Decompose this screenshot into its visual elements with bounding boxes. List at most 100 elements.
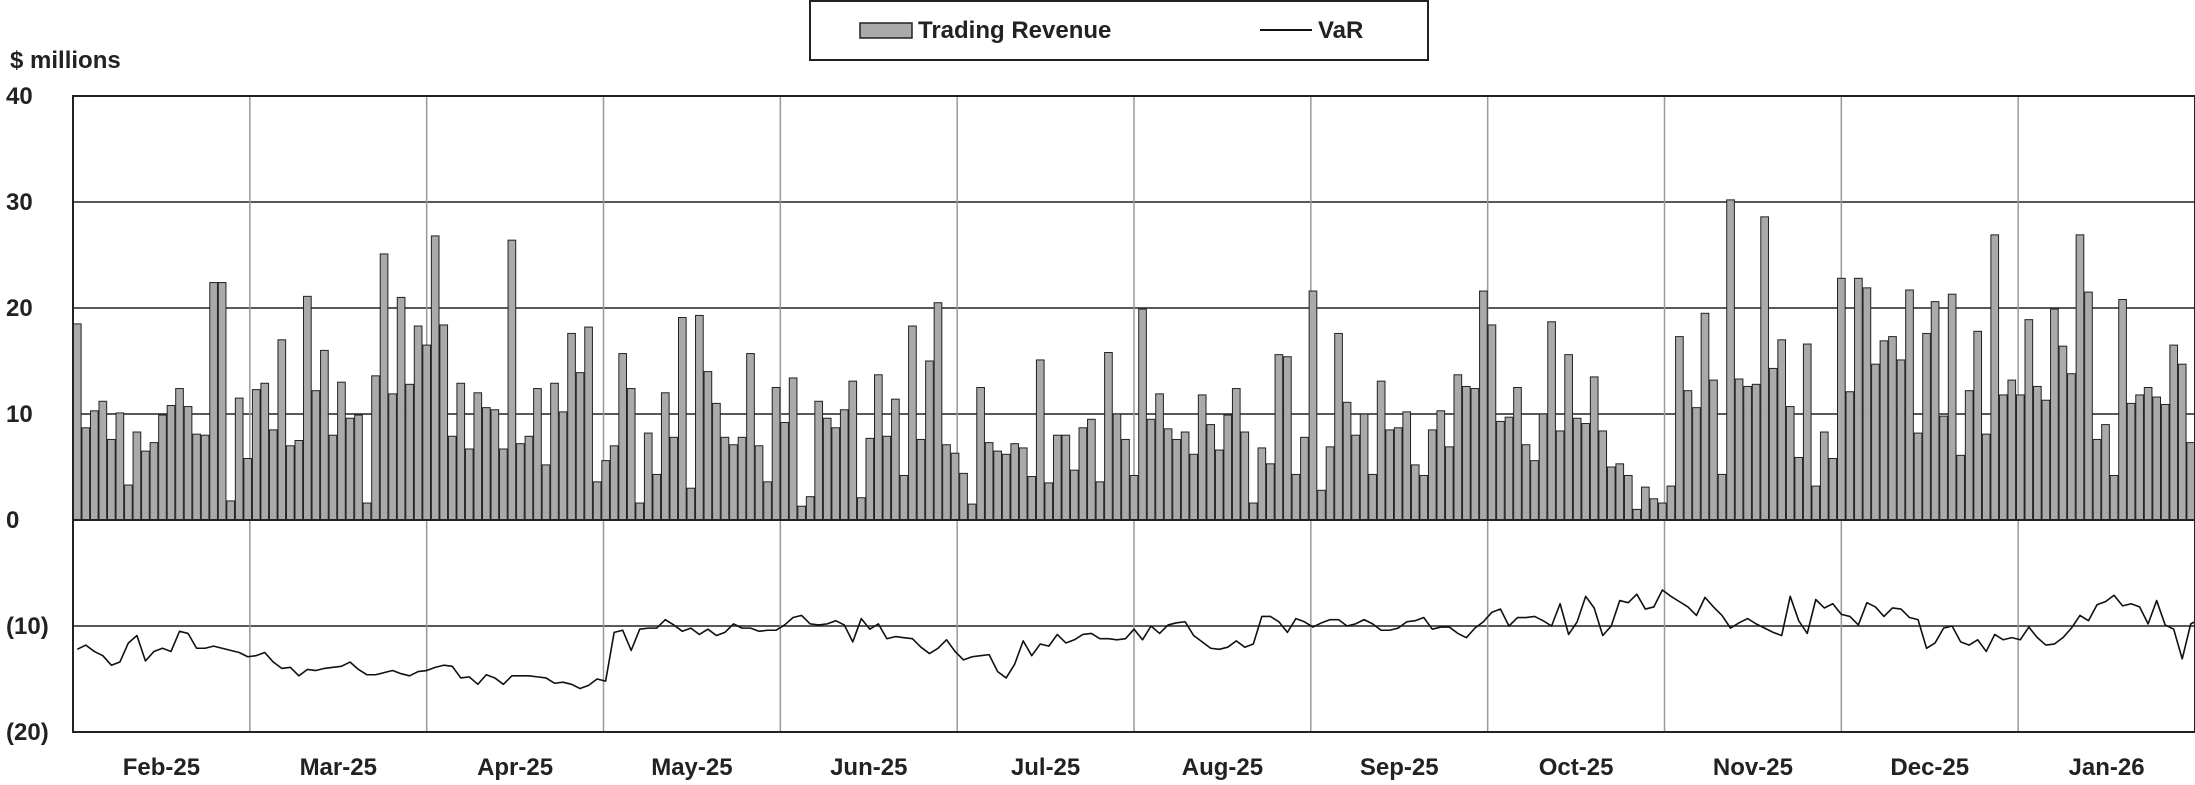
revenue-bar: [1828, 458, 1838, 521]
revenue-bar: [1155, 393, 1164, 521]
y-tick-label: (10): [6, 613, 49, 640]
revenue-bar: [1973, 330, 1983, 521]
x-tick-label: Aug-25: [1182, 754, 1263, 781]
revenue-bar: [771, 387, 781, 521]
revenue-bar: [1087, 418, 1096, 521]
revenue-bar: [2186, 442, 2195, 521]
revenue-bar: [908, 325, 917, 521]
revenue-bar: [695, 314, 704, 521]
revenue-bar: [1589, 376, 1599, 521]
revenue-bar: [712, 402, 721, 521]
revenue-bar: [200, 434, 210, 521]
revenue-bar: [473, 392, 483, 521]
revenue-bar: [1197, 394, 1207, 521]
revenue-bar: [686, 487, 696, 521]
revenue-bar: [1172, 438, 1181, 521]
revenue-bar: [831, 427, 841, 521]
revenue-bar: [2084, 291, 2093, 521]
legend-label-trading-revenue: Trading Revenue: [918, 17, 1111, 44]
revenue-bar: [567, 332, 576, 521]
revenue-bar: [294, 440, 304, 521]
revenue-bar: [541, 464, 551, 521]
revenue-bar: [1240, 431, 1250, 521]
revenue-bar: [1436, 410, 1446, 521]
revenue-bar: [166, 405, 176, 521]
revenue-bar: [1138, 308, 1147, 521]
revenue-bar: [1334, 332, 1343, 521]
revenue-bar: [720, 436, 730, 521]
revenue-bar: [1922, 332, 1931, 521]
revenue-bar: [1947, 293, 1957, 521]
revenue-bar: [1129, 474, 1139, 521]
revenue-bar: [669, 436, 679, 521]
revenue-bar: [1351, 434, 1360, 521]
revenue-bar: [1070, 469, 1079, 521]
revenue-bar: [2118, 299, 2127, 521]
revenue-bar: [107, 438, 116, 521]
revenue-bar: [635, 502, 645, 521]
revenue-bar: [1598, 430, 1608, 521]
x-tick-label: Mar-25: [300, 754, 377, 781]
revenue-bar: [1555, 430, 1565, 521]
revenue-bar: [1146, 418, 1156, 521]
revenue-bar: [1649, 498, 1659, 521]
revenue-bar: [729, 444, 738, 521]
y-axis-unit-label: $ millions: [10, 47, 121, 74]
revenue-bar: [124, 484, 133, 521]
revenue-bar: [362, 502, 372, 521]
revenue-bar: [277, 339, 287, 521]
revenue-bar: [899, 474, 909, 521]
revenue-bar: [2160, 403, 2170, 521]
revenue-bar: [1112, 413, 1122, 521]
revenue-bar: [1308, 290, 1318, 521]
revenue-bar: [1231, 388, 1241, 521]
revenue-bar: [405, 383, 414, 521]
x-tick-label: Apr-25: [477, 754, 553, 781]
revenue-bar: [822, 417, 832, 521]
revenue-bar: [1896, 359, 1906, 521]
x-tick-label: Jul-25: [1011, 754, 1080, 781]
revenue-bar: [916, 438, 926, 521]
revenue-bar: [490, 409, 500, 521]
revenue-bar: [2092, 438, 2102, 521]
x-tick-label: Oct-25: [1539, 754, 1614, 781]
revenue-bar: [1342, 401, 1352, 521]
revenue-bar: [1479, 290, 1488, 521]
revenue-bar: [1760, 216, 1769, 521]
revenue-bar: [1402, 411, 1412, 521]
revenue-bar: [1717, 473, 1727, 521]
revenue-bar: [976, 387, 985, 521]
revenue-bar: [1317, 489, 1326, 521]
revenue-bar: [1530, 460, 1539, 521]
revenue-bar: [149, 442, 159, 521]
legend-label-var: VaR: [1318, 17, 1363, 44]
revenue-bar: [1419, 474, 1429, 521]
revenue-bar: [303, 295, 312, 521]
revenue-bar: [882, 435, 892, 521]
revenue-bar: [1606, 466, 1616, 521]
revenue-bar: [1700, 312, 1710, 521]
y-tick-label: 10: [6, 401, 33, 428]
revenue-bar: [1632, 508, 1642, 521]
revenue-bar: [865, 437, 875, 521]
revenue-bar: [1248, 502, 1258, 521]
revenue-bar: [72, 323, 82, 521]
y-tick-label: 30: [6, 189, 33, 216]
revenue-bar: [950, 452, 960, 521]
revenue-bar: [499, 448, 508, 521]
revenue-bar: [703, 371, 713, 521]
revenue-bar: [839, 409, 849, 521]
revenue-bar: [1283, 356, 1292, 521]
revenue-bar: [209, 282, 218, 521]
revenue-bar: [1052, 434, 1062, 521]
y-tick-label: (20): [6, 719, 49, 746]
revenue-bar: [430, 235, 440, 521]
revenue-bar: [2109, 474, 2119, 521]
revenue-bar: [1223, 414, 1233, 521]
legend-box: [809, 0, 1429, 61]
revenue-bar: [1862, 287, 1872, 521]
revenue-bar: [2050, 308, 2059, 521]
revenue-bar: [1325, 446, 1335, 521]
revenue-bar: [1802, 343, 1812, 521]
revenue-bar: [1104, 352, 1113, 521]
